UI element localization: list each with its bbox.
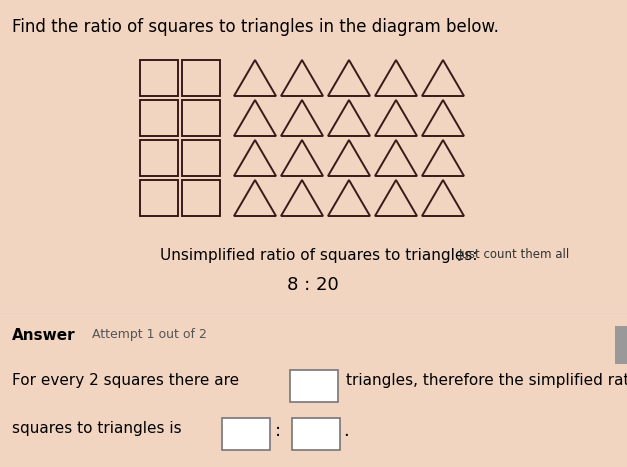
FancyBboxPatch shape [292,418,340,450]
Text: squares to triangles is: squares to triangles is [12,421,182,436]
Text: .: . [343,422,349,440]
FancyBboxPatch shape [615,326,627,364]
Text: Find the ratio of squares to triangles in the diagram below.: Find the ratio of squares to triangles i… [12,18,499,36]
Text: Unsimplified ratio of squares to triangles:: Unsimplified ratio of squares to triangl… [160,248,478,263]
FancyBboxPatch shape [290,370,338,402]
Text: 8 : 20: 8 : 20 [287,276,339,294]
Text: Just count them all: Just count them all [459,248,570,261]
Text: For every 2 squares there are: For every 2 squares there are [12,373,239,388]
Text: Answer: Answer [12,328,76,343]
Text: Attempt 1 out of 2: Attempt 1 out of 2 [92,328,207,341]
FancyBboxPatch shape [222,418,270,450]
Text: triangles, therefore the simplified ratio of: triangles, therefore the simplified rati… [346,373,627,388]
Text: :: : [275,422,281,440]
